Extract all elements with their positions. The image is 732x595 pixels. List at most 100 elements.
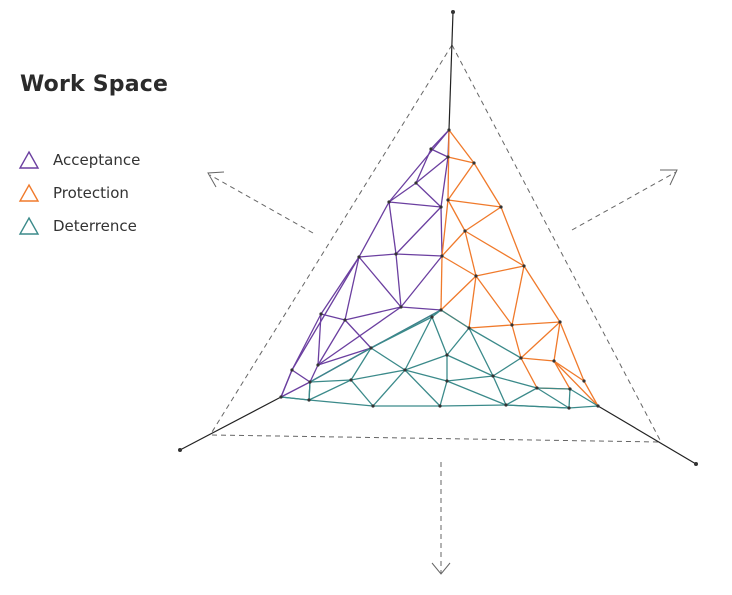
arrow-down-icon	[431, 462, 451, 575]
mesh-edge	[431, 316, 448, 356]
mesh-edge	[492, 375, 507, 406]
mesh-edge	[440, 275, 477, 311]
mesh-edge	[468, 327, 494, 377]
triangle-icon	[18, 183, 40, 202]
mesh-edge	[447, 156, 475, 164]
mesh-edge	[447, 162, 475, 201]
mesh-edge	[308, 379, 352, 401]
mesh-edge	[553, 360, 571, 390]
mesh-edge	[350, 379, 374, 407]
mesh-node	[472, 161, 476, 165]
mesh-nodes	[279, 128, 600, 410]
legend-item-protection: Protection	[18, 176, 140, 209]
legend: Acceptance Protection Deterrence	[18, 143, 140, 242]
mesh-edge	[559, 321, 585, 382]
mesh-edge	[415, 182, 442, 208]
mesh-edge	[447, 129, 450, 201]
axis-endpoints	[178, 10, 698, 466]
mesh-edge	[448, 129, 475, 164]
mesh-edge	[446, 327, 470, 356]
mesh-node	[319, 312, 323, 316]
mesh-edge	[415, 156, 449, 184]
mesh-node	[357, 255, 361, 259]
mesh-edge	[395, 206, 442, 255]
mesh-edge	[308, 399, 374, 407]
legend-label: Deterrence	[53, 216, 137, 235]
mesh-node	[445, 379, 449, 383]
arrow-up-right-icon	[571, 169, 678, 231]
mesh-edge	[280, 396, 310, 401]
mesh	[280, 129, 599, 409]
mesh-edge	[344, 306, 402, 321]
mesh-node	[463, 229, 467, 233]
mesh-node	[387, 200, 391, 204]
legend-item-acceptance: Acceptance	[18, 143, 140, 176]
mesh-node	[430, 315, 434, 319]
mesh-node	[290, 368, 294, 372]
mesh-node	[567, 406, 571, 410]
mesh-edge	[505, 387, 538, 406]
mesh-node	[371, 404, 375, 408]
mesh-edge	[441, 255, 477, 277]
triangle-icon	[18, 150, 40, 169]
mesh-edge	[523, 265, 561, 323]
mesh-node	[439, 205, 443, 209]
mesh-edge	[568, 405, 599, 409]
mesh-node	[308, 380, 312, 384]
mesh-edge	[388, 201, 397, 255]
mesh-node	[445, 353, 449, 357]
legend-label: Protection	[53, 183, 129, 202]
mesh-edge	[358, 256, 402, 308]
legend-label: Acceptance	[53, 150, 141, 169]
mesh-edge	[388, 182, 417, 203]
mesh-edge	[317, 319, 346, 366]
mesh-edge	[553, 360, 585, 382]
arrow-up-left-icon	[207, 171, 314, 234]
mesh-edge	[350, 347, 372, 381]
mesh-node	[474, 274, 478, 278]
mesh-edge	[309, 379, 352, 383]
outer-dashed-triangle	[211, 44, 661, 443]
diagram-title: Work Space	[20, 72, 169, 97]
mesh-edge	[511, 265, 525, 326]
mesh-edge	[309, 364, 319, 383]
mesh-edge	[441, 199, 449, 257]
mesh-edge	[520, 321, 561, 359]
mesh-node	[307, 398, 311, 402]
mesh-node	[558, 320, 562, 324]
mesh-edge	[505, 404, 570, 409]
mesh-edge	[475, 265, 525, 277]
mesh-edge	[291, 256, 360, 371]
mesh-edge	[400, 255, 443, 308]
mesh-edge	[430, 148, 449, 158]
mesh-edge	[446, 380, 507, 406]
mesh-edge	[511, 324, 522, 359]
mesh-node	[369, 346, 373, 350]
mesh-edge	[388, 201, 442, 208]
mesh-edge	[280, 369, 293, 398]
mesh-edge	[500, 206, 525, 267]
legend-item-deterrence: Deterrence	[18, 209, 140, 242]
mesh-edge	[441, 230, 466, 257]
mesh-edge	[446, 354, 494, 377]
mesh-edge	[370, 347, 406, 371]
mesh-edge	[370, 316, 433, 349]
mesh-node	[343, 318, 347, 322]
mesh-edge	[464, 206, 502, 232]
mesh-edge	[395, 253, 443, 257]
mesh-edge	[395, 253, 402, 308]
mesh-node	[522, 264, 526, 268]
mesh-edge	[553, 360, 599, 407]
mesh-edge	[344, 256, 360, 321]
mesh-node	[535, 386, 539, 390]
mesh-edge	[440, 309, 470, 329]
mesh-node	[491, 374, 495, 378]
mesh-node	[440, 254, 444, 258]
mesh-node	[349, 378, 353, 382]
mesh-edge	[358, 201, 390, 258]
mesh-edge	[440, 156, 449, 208]
mesh-edge	[464, 230, 525, 267]
mesh-node	[467, 326, 471, 330]
mesh-edge	[388, 129, 450, 203]
